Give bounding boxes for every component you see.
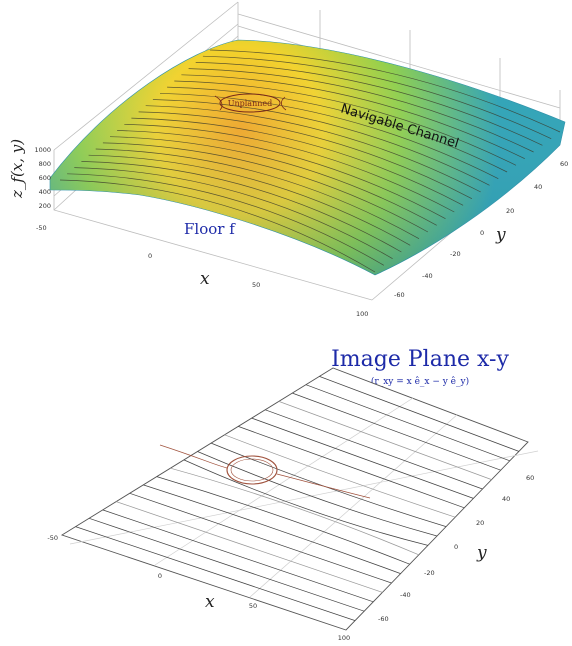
field-line [224, 434, 456, 518]
field-line [265, 409, 483, 490]
field-line [251, 417, 474, 499]
field-line [319, 376, 520, 452]
contour-line [109, 136, 437, 226]
contour-line [59, 179, 376, 273]
surface-contours [59, 49, 561, 273]
field-line [156, 476, 410, 565]
y-tick-label: 40 [534, 183, 542, 191]
y-tick-label: -20 [424, 569, 435, 577]
field-line [116, 501, 383, 593]
field-line [75, 526, 356, 621]
contour-line [202, 55, 552, 140]
unplanned-obstacle: Unplanned [214, 93, 287, 113]
contour-line [174, 80, 517, 166]
image-plane-subtitle: (r_xy = x ê_x − y ê_y) [371, 376, 469, 387]
unplanned-label: Unplanned [228, 99, 273, 108]
contour-line [152, 99, 490, 186]
z-tick-label: 400 [39, 188, 51, 196]
y-tick-label: 20 [506, 207, 514, 215]
x-tick-label: 50 [249, 602, 257, 610]
x-tick-label: -50 [36, 224, 47, 232]
z-tick-label: 600 [39, 174, 51, 182]
field-line [88, 517, 365, 612]
contour-line [88, 154, 411, 246]
contour-line [181, 74, 525, 160]
y-tick-label: -60 [394, 291, 405, 299]
y-tick-label: -60 [378, 615, 389, 623]
contour-line [131, 117, 464, 206]
field-line [305, 384, 510, 462]
contour-line [117, 130, 446, 220]
y-tick-label: -40 [400, 591, 411, 599]
x-tick-label: -50 [47, 534, 58, 542]
x-axis-bottom: -50 0 50 100 x [47, 534, 350, 642]
field-line [183, 459, 428, 546]
contour-line [74, 167, 393, 260]
field-line [197, 451, 438, 537]
plane-field-lines [75, 376, 520, 621]
y-tick-label: 0 [454, 543, 458, 551]
contour-line [124, 123, 455, 213]
x-tick-label: 0 [158, 572, 162, 580]
top-left-edge [53, 1, 239, 151]
y-tick-label: -20 [450, 250, 461, 258]
x-tick-label: 0 [148, 252, 152, 260]
plane-grid [69, 397, 539, 598]
image-plane-title: Image Plane x-y [331, 347, 509, 372]
x-tick-label: 100 [356, 310, 368, 318]
field-line [238, 426, 465, 509]
z-tick-label: 1000 [34, 146, 51, 154]
field-line [292, 392, 501, 471]
x-tick-label: 100 [338, 634, 350, 642]
field-line [143, 484, 401, 574]
y-tick-label: 0 [480, 229, 484, 237]
field-line [129, 492, 392, 584]
contour-line [195, 62, 543, 146]
y-axis-top: 60 40 20 0 -20 -40 -60 y [394, 160, 568, 299]
x-tick-label: 50 [252, 281, 260, 289]
contour-line [145, 105, 481, 193]
contour-line [209, 49, 561, 133]
x-axis-top: -50 0 50 100 x [36, 224, 368, 318]
field-line [170, 467, 419, 556]
bottom-image-plane: Image Plane x-y (r_xy = x ê_x − y ê_y) -… [47, 347, 539, 642]
field-line [210, 442, 447, 527]
y-tick-label: 60 [560, 160, 568, 168]
y-tick-label: -40 [422, 272, 433, 280]
y-tick-label: 20 [476, 519, 484, 527]
contour-line [102, 142, 429, 233]
contour-line [95, 148, 420, 240]
field-line [102, 509, 374, 603]
y-axis-label: y [476, 543, 487, 563]
contour-line [167, 86, 508, 173]
y-tick-label: 40 [502, 495, 510, 503]
contour-line [188, 68, 534, 153]
z-tick-label: 200 [39, 202, 51, 210]
z-axis: 1000 800 600 400 200 z_f(x, y) [8, 139, 51, 210]
contour-line [159, 92, 499, 180]
contour-line [81, 161, 402, 253]
floor-label: Floor f [184, 220, 236, 238]
x-axis-label: x [205, 592, 215, 612]
plane-obstacle [159, 444, 371, 499]
x-axis-label: x [200, 269, 210, 289]
z-tick-label: 800 [39, 160, 51, 168]
y-tick-label: 60 [526, 474, 534, 482]
y-axis-bottom: 60 40 20 0 -20 -40 -60 y [378, 474, 534, 623]
top-3d-plot: Unplanned Navigable Channel Floor f 1000… [8, 1, 568, 318]
surface-shading [50, 40, 565, 275]
field-line [278, 401, 492, 480]
z-axis-label: z_f(x, y) [8, 139, 26, 199]
back-grid-line [237, 13, 561, 109]
contour-line [138, 111, 473, 200]
y-axis-label: y [495, 225, 506, 245]
contour-line [67, 173, 384, 266]
